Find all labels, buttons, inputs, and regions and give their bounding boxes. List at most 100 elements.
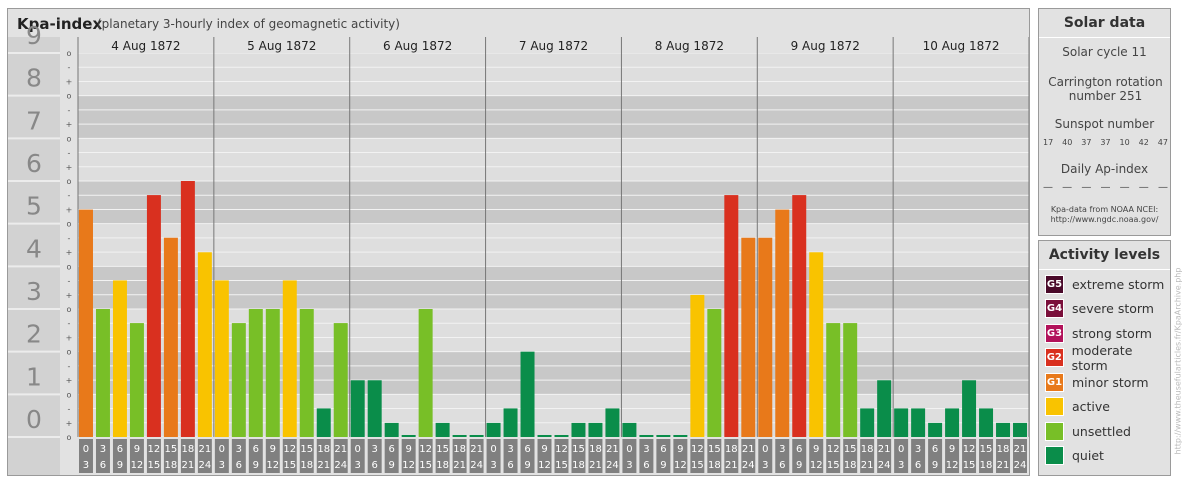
interval-end-label: 3 [898,460,904,471]
interval-start-label: 21 [1014,444,1027,455]
solar-data-panel: Solar data Solar cycle 11 Carrington rot… [1038,8,1171,236]
kpa-bar [333,323,348,437]
kpa-bar [928,422,943,437]
interval-start-label: 12 [691,444,704,455]
interval-start-label: 6 [117,444,123,455]
interval-box [214,439,229,473]
data-source: Kpa-data from NOAA NCEI: http://www.ngdc… [1039,205,1170,225]
data-source-line-2: http://www.ngdc.noaa.gov/ [1050,215,1159,224]
interval-box [401,439,416,473]
interval-box [639,439,654,473]
interval-end-label: 15 [419,460,432,471]
minor-tick-label: - [68,319,71,328]
day-label: 5 Aug 1872 [247,39,316,53]
interval-box [911,439,926,473]
interval-start-label: 3 [779,444,785,455]
kpa-bar [690,294,705,437]
kpa-bar [996,422,1011,437]
interval-box [656,439,671,473]
interval-box [503,439,518,473]
interval-box [486,439,501,473]
kpa-bar [79,209,93,437]
interval-box [979,439,994,473]
kpa-bar [367,380,382,437]
interval-box [333,439,348,473]
chart-header: Kpa-index (planetary 3-hourly index of g… [8,9,1029,37]
interval-end-label: 15 [555,460,568,471]
interval-end-label: 6 [643,460,649,471]
data-source-line-1: Kpa-data from NOAA NCEI: [1050,205,1159,214]
legend-label: extreme storm [1072,276,1165,292]
minor-tick-label: - [68,362,71,371]
solar-title: Solar data [1063,15,1146,31]
sunspot-value: 47 [1157,138,1168,147]
ap-value: — [1138,182,1149,193]
interval-end-label: 24 [470,460,483,471]
grid-band [78,138,1029,181]
kpa-bar [775,209,790,437]
kpa-bar [520,351,535,437]
legend-item: G5 extreme storm [1045,274,1164,294]
interval-end-label: 15 [963,460,976,471]
interval-box [197,439,212,473]
interval-start-label: 21 [606,444,619,455]
y-tick-label: 8 [26,64,42,93]
interval-box [180,439,195,473]
interval-box [996,439,1011,473]
interval-start-label: 15 [844,444,857,455]
watermark: http://www.theusefularticles.fr/KpaArchi… [1173,267,1183,455]
interval-end-label: 3 [490,460,496,471]
interval-end-label: 12 [674,460,687,471]
kpa-bar [724,195,739,437]
interval-box [95,439,110,473]
interval-start-label: 18 [861,444,874,455]
day-label: 4 Aug 1872 [111,39,180,53]
interval-box [707,439,722,473]
grid-band [78,181,1029,224]
minor-tick-label: o [67,220,72,229]
interval-start-label: 0 [490,444,496,455]
kpa-bar [469,435,484,437]
interval-start-label: 21 [334,444,347,455]
kpa-bar [945,408,960,437]
interval-end-label: 6 [779,460,785,471]
interval-end-label: 9 [388,460,394,471]
kpa-bar [537,435,552,437]
interval-end-label: 12 [402,460,415,471]
kpa-bar [350,380,365,437]
interval-box [894,439,909,473]
interval-end-label: 18 [436,460,449,471]
interval-start-label: 9 [270,444,276,455]
interval-start-label: 12 [555,444,568,455]
interval-box [741,439,756,473]
ap-value: — [1081,182,1092,193]
kpa-bar [605,408,620,437]
kpa-bar [146,195,161,437]
carrington-rotation: Carrington rotation number 251 [1048,75,1163,103]
interval-end-label: 9 [253,460,259,471]
solar-title-bar: Solar data [1039,9,1170,38]
interval-box [571,439,586,473]
minor-tick-label: - [68,405,71,414]
interval-start-label: 6 [253,444,259,455]
interval-start-label: 9 [405,444,411,455]
interval-start-label: 0 [355,444,361,455]
y-tick-label: 0 [26,405,42,434]
kpa-bar-chart: 4 Aug 1872 5 Aug 1872 6 Aug 1872 7 Aug 1872… [8,21,1029,475]
minor-tick-label: o [67,390,72,399]
interval-end-label: 12 [131,460,144,471]
interval-end-label: 24 [742,460,755,471]
interval-box [758,439,773,473]
interval-end-label: 18 [572,460,585,471]
legend-swatch: G2 [1045,348,1064,367]
kpa-bar [877,380,892,437]
sunspot-value: 42 [1138,138,1149,147]
interval-end-label: 12 [266,460,279,471]
kpa-bar [911,408,926,437]
kpa-bar [231,323,246,437]
interval-start-label: 12 [419,444,432,455]
kpa-bar [180,181,195,437]
interval-box [622,439,637,473]
minor-tick-label: + [66,205,73,214]
kpa-bar [214,280,229,437]
